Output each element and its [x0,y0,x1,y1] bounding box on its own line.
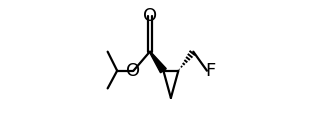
Polygon shape [149,51,166,73]
Text: F: F [205,62,215,80]
Text: O: O [126,62,140,80]
Text: O: O [143,7,157,25]
